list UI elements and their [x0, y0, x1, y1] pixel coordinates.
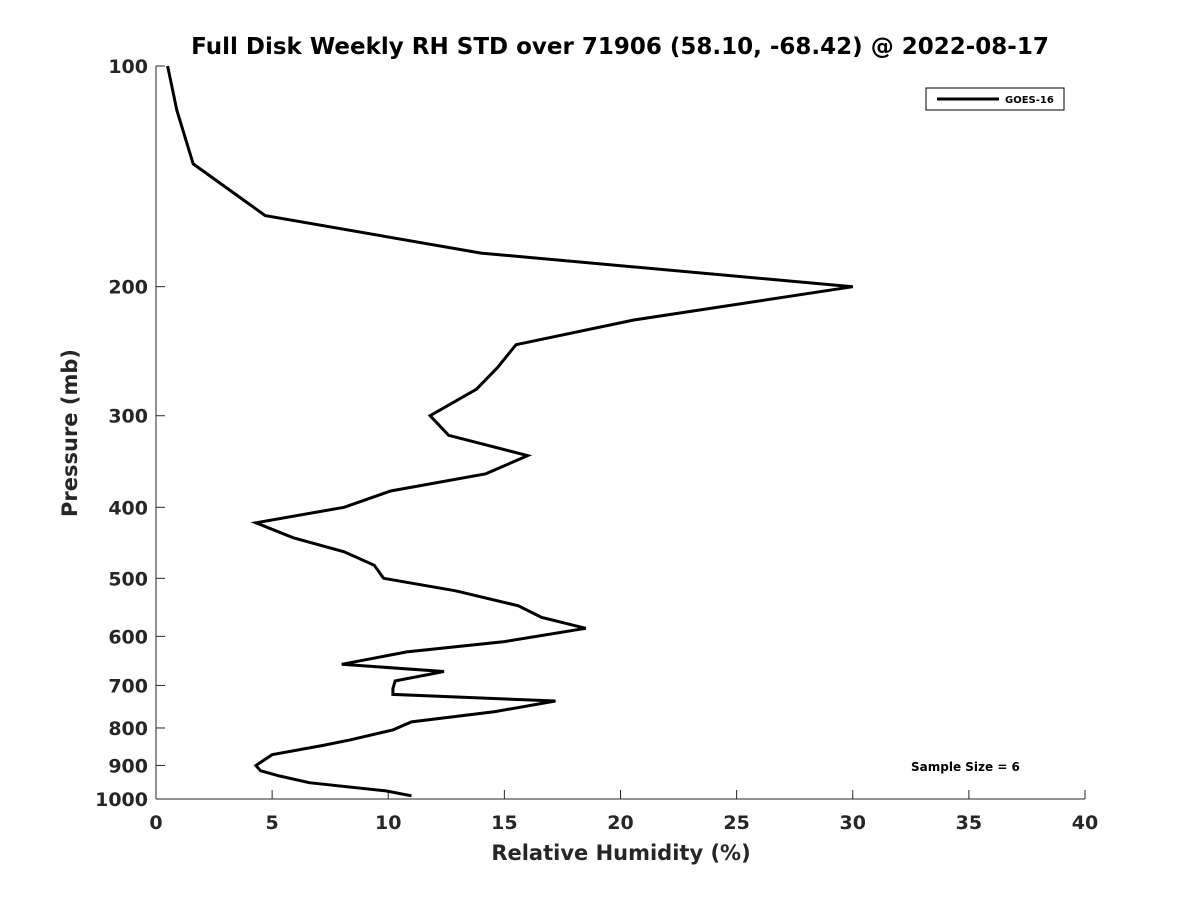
y-tick-label: 600	[108, 626, 148, 648]
x-tick-label: 35	[956, 812, 982, 834]
x-tick-label: 10	[375, 812, 401, 834]
y-tick-label: 500	[108, 568, 148, 590]
x-tick-label: 40	[1072, 812, 1098, 834]
legend-label: GOES-16	[1005, 95, 1054, 106]
axes: 0 5 10 15 20 25 30 35 40 100 200 300 400 500 600 700 800…	[95, 56, 1098, 834]
x-tick-label: 0	[149, 812, 162, 834]
y-tick-label: 300	[108, 406, 148, 428]
y-tick-label: 800	[108, 718, 148, 740]
chart-title: Full Disk Weekly RH STD over 71906 (58.1…	[191, 34, 1049, 60]
sample-size-annotation: Sample Size = 6	[911, 760, 1020, 774]
x-tick-label: 25	[723, 812, 749, 834]
x-tick-label: 30	[840, 812, 866, 834]
y-tick-label: 200	[108, 277, 148, 299]
y-axis-label: Pressure (mb)	[58, 349, 82, 517]
y-tick-label: 400	[108, 497, 148, 519]
y-tick-label: 900	[108, 755, 148, 777]
legend: GOES-16	[925, 87, 1065, 111]
y-tick-label: 700	[108, 675, 148, 697]
series-layer	[166, 65, 854, 798]
y-tick-label: 100	[108, 56, 148, 78]
x-axis-label: Relative Humidity (%)	[491, 841, 750, 865]
series-line-goes-16	[166, 65, 854, 798]
x-tick-label: 5	[266, 812, 279, 834]
y-tick-label: 1000	[95, 789, 148, 811]
x-tick-label: 15	[491, 812, 517, 834]
x-tick-label: 20	[607, 812, 633, 834]
